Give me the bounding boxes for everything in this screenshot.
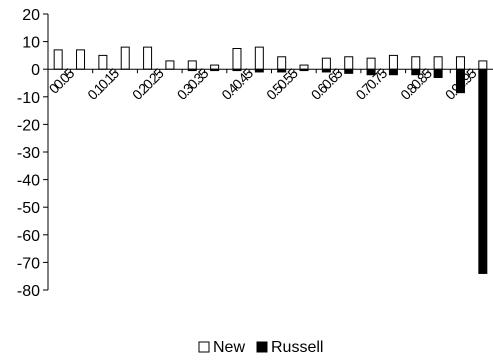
- x-axis: 00.05 0.10.15 0.20.25 0.30.35 0.40.45 0.50.55…: [46, 65, 493, 103]
- bar-new: [478, 60, 488, 70]
- bar-new: [299, 64, 309, 70]
- bar-new: [411, 56, 421, 70]
- bar-new: [187, 60, 197, 70]
- y-tick-label: 10: [22, 35, 40, 52]
- y-tick-label: -20: [17, 117, 40, 134]
- bar-russell: [344, 68, 354, 74]
- bar-new: [120, 46, 130, 70]
- bar-new: [210, 64, 220, 70]
- y-axis: 20 10 0 -10 -20 -30 -40 -50 -60 -70 -80: [17, 7, 49, 300]
- legend-label-russell: Russell: [271, 339, 323, 356]
- bar-new: [165, 60, 175, 70]
- bar-new: [98, 54, 108, 70]
- bar-new: [366, 57, 376, 70]
- bar-new: [53, 49, 63, 70]
- y-tick-label: -80: [17, 283, 40, 300]
- bar-new: [143, 46, 153, 70]
- x-tick-label: 0.10.15: [84, 65, 122, 103]
- bar-new: [433, 56, 443, 70]
- y-tick-label: -30: [17, 145, 40, 162]
- x-tick-label: 0.20.25: [129, 65, 167, 103]
- bars: [53, 46, 488, 274]
- bar-new: [76, 49, 86, 70]
- bar-russell: [433, 68, 443, 78]
- bar-new: [344, 56, 354, 70]
- legend-label-new: New: [213, 339, 245, 356]
- y-tick-label: -70: [17, 255, 40, 272]
- y-tick-label: 0: [31, 62, 40, 79]
- y-tick-label: -60: [17, 228, 40, 245]
- legend-swatch-russell: [256, 341, 268, 353]
- y-tick-label: -40: [17, 173, 40, 190]
- bar-new: [388, 54, 398, 70]
- bar-new: [277, 56, 287, 70]
- bar-new: [254, 46, 264, 70]
- legend-swatch-new: [198, 341, 210, 353]
- bar-new: [455, 56, 465, 70]
- legend: New Russell: [198, 339, 323, 356]
- y-tick-label: 20: [22, 7, 40, 24]
- y-tick-label: -10: [17, 90, 40, 107]
- bar-new: [232, 48, 242, 70]
- bar-new: [321, 57, 331, 70]
- bar-russell: [388, 68, 398, 76]
- y-tick-label: -50: [17, 200, 40, 217]
- bar-russell: [478, 68, 488, 274]
